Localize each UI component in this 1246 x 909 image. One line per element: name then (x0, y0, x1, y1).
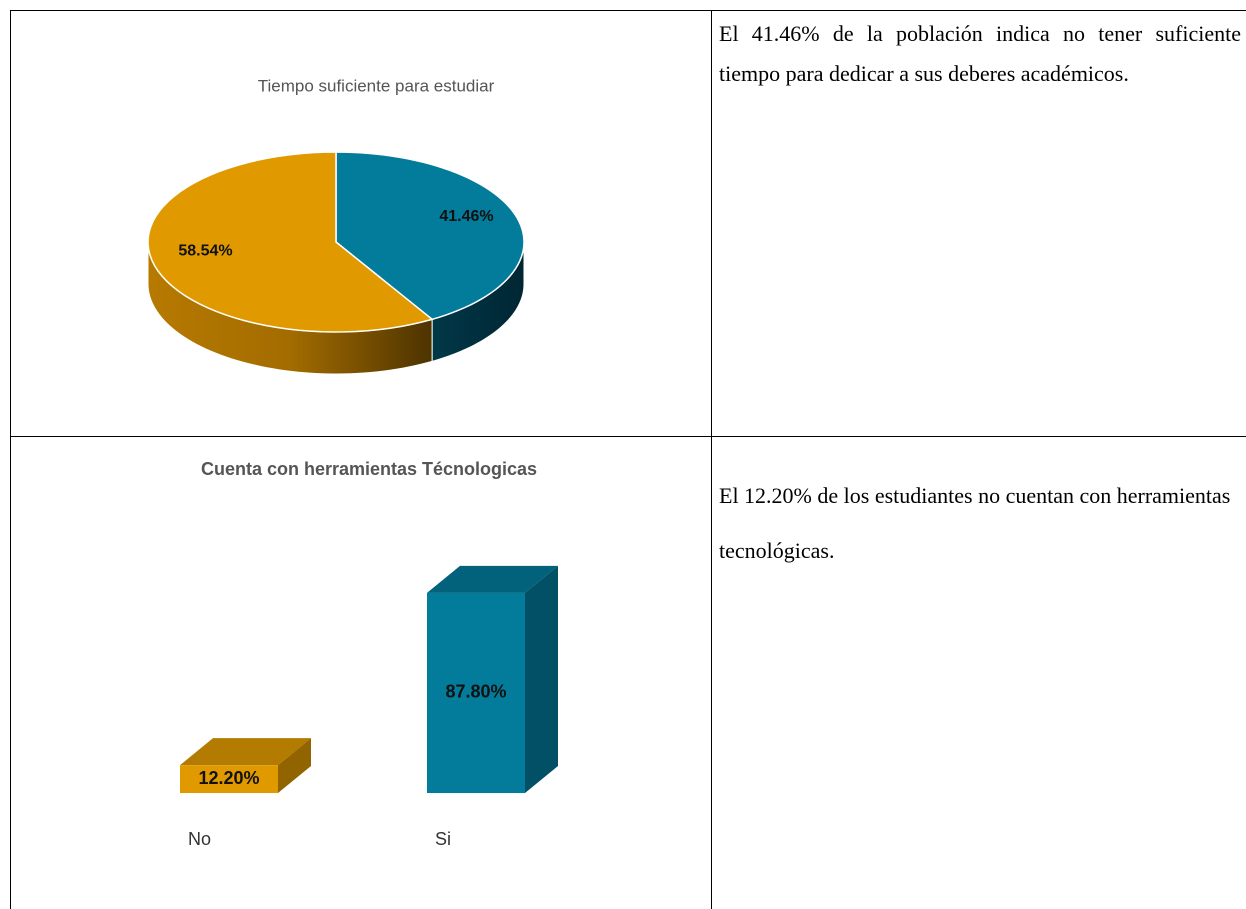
table-border (711, 10, 712, 909)
x-tick-label: Si (435, 829, 451, 849)
pie-slice (147, 151, 434, 333)
chart-title: Tiempo suficiente para estudiar (258, 76, 495, 95)
bar-top (427, 565, 558, 593)
charts: Tiempo suficiente para estudiar Cuenta c… (147, 76, 558, 849)
data-label: 12.20% (198, 768, 259, 788)
table-border (10, 10, 11, 909)
bar-side (525, 565, 558, 793)
data-label: 41.46% (439, 208, 493, 225)
description: El 12.20% de los estudiantes no cuentan … (719, 483, 1231, 563)
pie-slice (335, 151, 525, 321)
bar-side (278, 738, 311, 793)
bar-top (180, 738, 311, 766)
bar (180, 765, 278, 793)
chart-title: Cuenta con herramientas Técnologicas (201, 459, 537, 479)
x-tick-label: No (188, 829, 211, 849)
data-label: 58.54% (178, 242, 232, 259)
table-border (10, 436, 1246, 437)
data-label: 87.80% (445, 682, 506, 702)
bar (427, 592, 525, 793)
description: El 41.46% de la población indica no tene… (719, 21, 1241, 86)
table-border (10, 10, 1246, 11)
